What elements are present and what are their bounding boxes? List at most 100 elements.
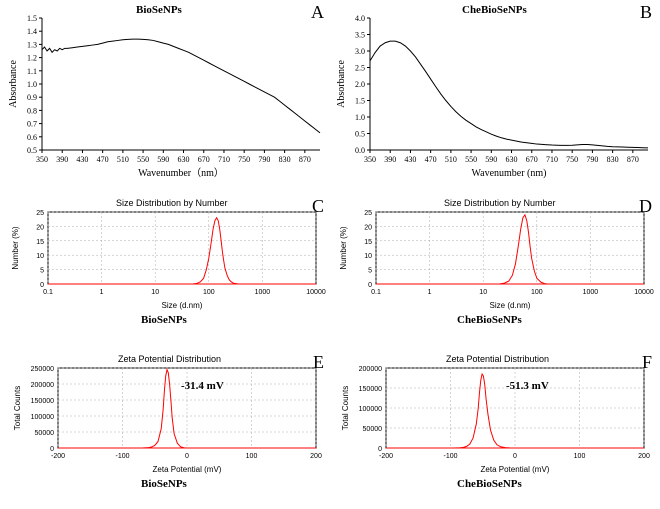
svg-text:2.0: 2.0	[355, 80, 365, 89]
panel-d-caption: CheBioSeNPs	[457, 314, 522, 326]
svg-text:350: 350	[364, 155, 376, 164]
svg-text:Wavenumber（nm）: Wavenumber（nm）	[138, 167, 224, 179]
svg-text:630: 630	[506, 155, 518, 164]
svg-text:200000: 200000	[359, 366, 382, 373]
svg-text:-200: -200	[379, 453, 393, 460]
panel-e: Zeta Potential Distribution E 0500001000…	[6, 354, 326, 504]
panel-a-title: BioSeNPs	[136, 4, 182, 16]
panel-e-title: Zeta Potential Distribution	[118, 354, 221, 364]
svg-text:10: 10	[479, 289, 487, 296]
svg-text:50000: 50000	[363, 426, 383, 433]
svg-text:150000: 150000	[359, 386, 382, 393]
svg-text:Zeta Potential (mV): Zeta Potential (mV)	[481, 465, 550, 474]
svg-text:0.5: 0.5	[27, 146, 37, 155]
panel-label-b: B	[640, 2, 652, 23]
svg-text:10: 10	[36, 253, 44, 260]
chart-absorbance-che: 0.00.51.01.52.02.53.03.54.03503904304705…	[334, 4, 654, 180]
chart-zeta-che: 050000100000150000200000-200-1000100200Z…	[334, 354, 654, 474]
svg-text:5: 5	[368, 268, 372, 275]
svg-text:25: 25	[36, 210, 44, 217]
panel-c: Size Distribution by Number C 0510152025…	[6, 198, 326, 334]
chart-absorbance-bio: 0.50.60.70.80.91.01.11.21.31.41.53503904…	[6, 4, 326, 180]
svg-text:590: 590	[485, 155, 497, 164]
svg-text:200: 200	[310, 453, 322, 460]
svg-text:50000: 50000	[35, 430, 55, 437]
panel-b: CheBioSeNPs B 0.00.51.01.52.02.53.03.54.…	[334, 4, 654, 180]
panel-label-e: E	[313, 352, 324, 373]
svg-text:1.2: 1.2	[27, 54, 37, 63]
svg-text:0.7: 0.7	[27, 120, 37, 129]
svg-text:0: 0	[513, 453, 517, 460]
panel-f-title: Zeta Potential Distribution	[446, 354, 549, 364]
svg-text:-100: -100	[443, 453, 457, 460]
svg-text:Total Counts: Total Counts	[13, 386, 22, 430]
svg-text:Number (%): Number (%)	[339, 226, 348, 269]
svg-text:670: 670	[526, 155, 538, 164]
svg-text:10: 10	[151, 289, 159, 296]
svg-text:1: 1	[428, 289, 432, 296]
svg-text:1.3: 1.3	[27, 40, 37, 49]
svg-text:750: 750	[566, 155, 578, 164]
svg-text:430: 430	[404, 155, 416, 164]
svg-text:1: 1	[100, 289, 104, 296]
svg-text:100: 100	[203, 289, 215, 296]
panel-d: Size Distribution by Number D 0510152025…	[334, 198, 654, 334]
svg-text:430: 430	[76, 155, 88, 164]
svg-text:20: 20	[36, 224, 44, 231]
svg-text:150000: 150000	[31, 398, 54, 405]
figure: BioSeNPs A 0.50.60.70.80.91.01.11.21.31.…	[0, 0, 660, 509]
panel-label-d: D	[639, 196, 652, 217]
svg-text:Total Counts: Total Counts	[341, 386, 350, 430]
svg-text:5: 5	[40, 268, 44, 275]
svg-text:0: 0	[40, 282, 44, 289]
svg-text:830: 830	[279, 155, 291, 164]
svg-text:0: 0	[50, 446, 54, 453]
svg-text:0.0: 0.0	[355, 146, 365, 155]
chart-zeta-bio: 050000100000150000200000250000-200-10001…	[6, 354, 326, 474]
svg-text:1000: 1000	[583, 289, 599, 296]
svg-text:470: 470	[97, 155, 109, 164]
chart-size-bio: 05101520250.1110100100010000Size (d.nm)N…	[6, 198, 326, 310]
panel-f-annotation: -51.3 mV	[506, 380, 549, 392]
panel-label-f: F	[642, 352, 652, 373]
svg-text:630: 630	[178, 155, 190, 164]
svg-text:-100: -100	[115, 453, 129, 460]
svg-text:1.0: 1.0	[27, 80, 37, 89]
svg-text:550: 550	[465, 155, 477, 164]
svg-text:750: 750	[238, 155, 250, 164]
svg-text:Wavenumber (nm): Wavenumber (nm)	[472, 168, 547, 179]
svg-text:Absorbance: Absorbance	[8, 60, 19, 108]
svg-text:20: 20	[364, 224, 372, 231]
svg-text:790: 790	[586, 155, 598, 164]
svg-text:390: 390	[384, 155, 396, 164]
svg-text:-200: -200	[51, 453, 65, 460]
svg-text:1.5: 1.5	[355, 97, 365, 106]
svg-text:0.9: 0.9	[27, 93, 37, 102]
svg-text:590: 590	[157, 155, 169, 164]
svg-text:350: 350	[36, 155, 48, 164]
svg-text:100: 100	[574, 453, 586, 460]
panel-c-title: Size Distribution by Number	[116, 198, 228, 208]
svg-text:1.4: 1.4	[27, 27, 37, 36]
svg-text:1.5: 1.5	[27, 14, 37, 23]
svg-text:0.6: 0.6	[27, 133, 37, 142]
svg-text:0: 0	[378, 446, 382, 453]
svg-text:550: 550	[137, 155, 149, 164]
panel-f: Zeta Potential Distribution F 0 50000 100 0…	[334, 354, 654, 504]
svg-text:15: 15	[364, 239, 372, 246]
svg-text:0.8: 0.8	[27, 106, 37, 115]
svg-text:1000: 1000	[255, 289, 271, 296]
svg-text:470: 470	[425, 155, 437, 164]
svg-text:710: 710	[218, 155, 230, 164]
svg-text:870: 870	[299, 155, 311, 164]
svg-text:10: 10	[364, 253, 372, 260]
svg-text:200000: 200000	[31, 382, 54, 389]
svg-text:2.5: 2.5	[355, 64, 365, 73]
svg-text:830: 830	[607, 155, 619, 164]
svg-text:510: 510	[445, 155, 457, 164]
svg-text:100: 100	[246, 453, 258, 460]
svg-text:4.0: 4.0	[355, 14, 365, 23]
svg-text:3.5: 3.5	[355, 31, 365, 40]
svg-text:3.0: 3.0	[355, 47, 365, 56]
svg-text:0: 0	[368, 282, 372, 289]
